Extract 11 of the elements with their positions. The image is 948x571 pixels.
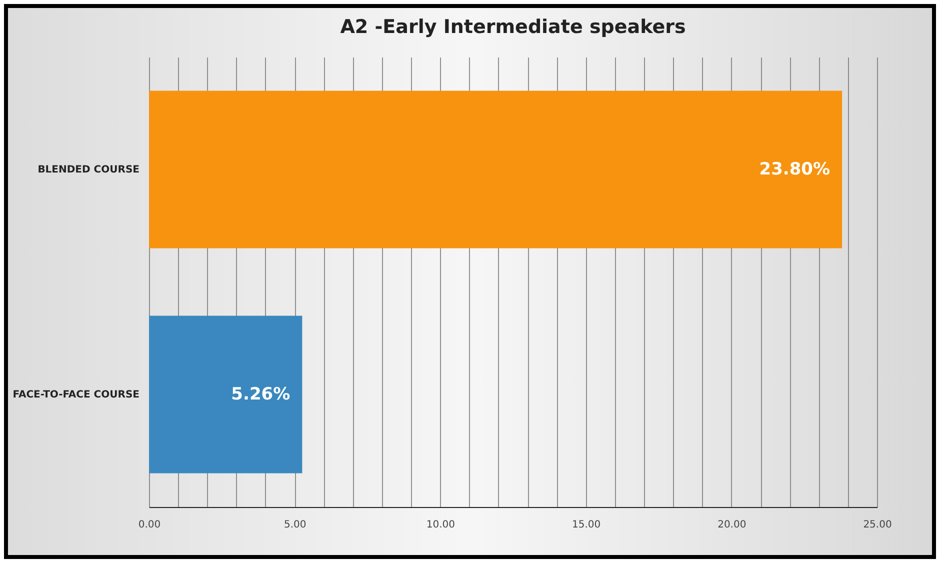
x-tick-label: 25.00	[863, 520, 892, 530]
x-tick-label: 10.00	[426, 520, 456, 530]
chart-title: A2 -Early Intermediate speakers	[340, 16, 686, 38]
data-label: 23.80%	[759, 160, 830, 180]
x-tick-label: 15.00	[572, 520, 601, 530]
x-tick-label: 0.00	[138, 520, 161, 530]
x-tick-label: 5.00	[284, 520, 306, 530]
x-tick-label: 20.00	[718, 520, 746, 530]
y-tick-label: BLENDED COURSE	[38, 164, 140, 176]
data-label: 5.26%	[231, 384, 290, 404]
y-tick-label: FACE-TO-FACE COURSE	[12, 390, 140, 400]
